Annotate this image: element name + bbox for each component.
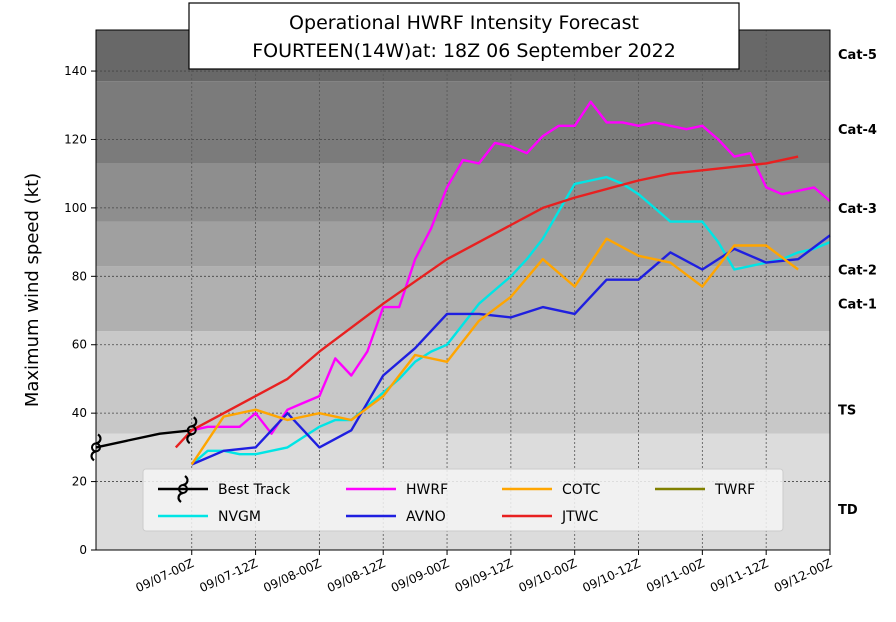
- series-line-nvgm: [190, 175, 831, 466]
- marker-arm-top: [95, 433, 102, 445]
- legend-item: AVNO: [346, 509, 446, 525]
- x-tick-label: 09/08-00Z: [261, 556, 323, 595]
- y-tick-label: 80: [72, 269, 87, 283]
- series-line-jtwc: [174, 155, 799, 449]
- legend-label: COTC: [562, 482, 601, 498]
- category-labels: TD TS Cat-1 Cat-2 Cat-3 Cat-4 Cat-5: [838, 48, 877, 518]
- y-tick-label: 40: [72, 406, 87, 420]
- x-tick-label: 09/07-00Z: [134, 556, 196, 595]
- best-track-marker: [186, 416, 198, 445]
- y-tick-label: 100: [64, 201, 87, 215]
- legend-label: HWRF: [406, 482, 448, 498]
- category-label: Cat-1: [838, 298, 877, 313]
- legend-item: NVGM: [158, 509, 261, 525]
- category-label: TS: [838, 404, 856, 419]
- x-tick-label: 09/10-12Z: [580, 556, 642, 595]
- marker-arm-bottom: [90, 450, 97, 462]
- x-tick-label: 09/12-00Z: [772, 556, 834, 595]
- legend-label: AVNO: [406, 509, 446, 525]
- legend-label: NVGM: [218, 509, 261, 525]
- y-tick-label: 140: [64, 64, 87, 78]
- band-cat-4: [96, 81, 830, 164]
- y-tick-label: 0: [79, 543, 87, 557]
- legend-item: HWRF: [346, 482, 448, 498]
- series-line-avno: [191, 234, 831, 466]
- chart-title-line-1: Operational HWRF Intensity Forecast: [289, 12, 639, 34]
- x-tick-label: 09/10-00Z: [516, 556, 578, 595]
- best-track-markers: [90, 416, 198, 462]
- y-tick-label: 120: [64, 132, 87, 146]
- legend: Best Track HWRF COTC TWRF NVGM AVNO JTWC: [142, 468, 784, 532]
- x-tick-label: 09/09-00Z: [389, 556, 451, 595]
- chart-title-line-2: FOURTEEN(14W)at: 18Z 06 September 2022: [252, 40, 676, 62]
- x-tick-label: 09/08-12Z: [325, 556, 387, 595]
- forecast-series: [95, 100, 831, 466]
- category-label: Cat-2: [838, 263, 877, 278]
- y-axis-label: Maximum wind speed (kt): [22, 173, 43, 407]
- marker-arm-top: [191, 416, 198, 428]
- y-tick-label: 60: [72, 338, 87, 352]
- legend-best-track-marker: [177, 475, 189, 503]
- x-tick-label: 09/11-00Z: [644, 556, 706, 595]
- marker-arm-bottom: [177, 491, 184, 503]
- chart-title-box: Operational HWRF Intensity Forecast FOUR…: [188, 2, 740, 70]
- category-label: Cat-5: [838, 48, 877, 63]
- category-label: Cat-4: [838, 123, 877, 138]
- x-tick-label: 09/11-12Z: [708, 556, 770, 595]
- legend-item: COTC: [502, 482, 601, 498]
- y-tick-label: 20: [72, 475, 87, 489]
- category-label: Cat-3: [838, 202, 877, 217]
- band-cat-1: [96, 266, 830, 332]
- marker-ring: [178, 484, 188, 494]
- category-label: TD: [838, 503, 858, 518]
- marker-ring: [186, 425, 197, 436]
- legend-item: JTWC: [502, 509, 599, 525]
- x-tick-label: 09/07-12Z: [197, 556, 259, 595]
- legend-label: Best Track: [218, 482, 291, 498]
- band-ts: [96, 331, 830, 434]
- band-cat-3: [96, 163, 830, 222]
- legend-item: Best Track: [158, 475, 291, 503]
- legend-item: TWRF: [655, 482, 755, 498]
- series-line-hwrf: [191, 100, 831, 435]
- series-line-best-track: [95, 429, 192, 449]
- series-line-cotc: [190, 237, 799, 466]
- x-tick-label: 09/09-12Z: [453, 556, 515, 595]
- marker-arm-bottom: [186, 433, 193, 445]
- legend-label: JTWC: [561, 509, 599, 525]
- legend-label: TWRF: [714, 482, 755, 498]
- marker-arm-top: [182, 475, 189, 487]
